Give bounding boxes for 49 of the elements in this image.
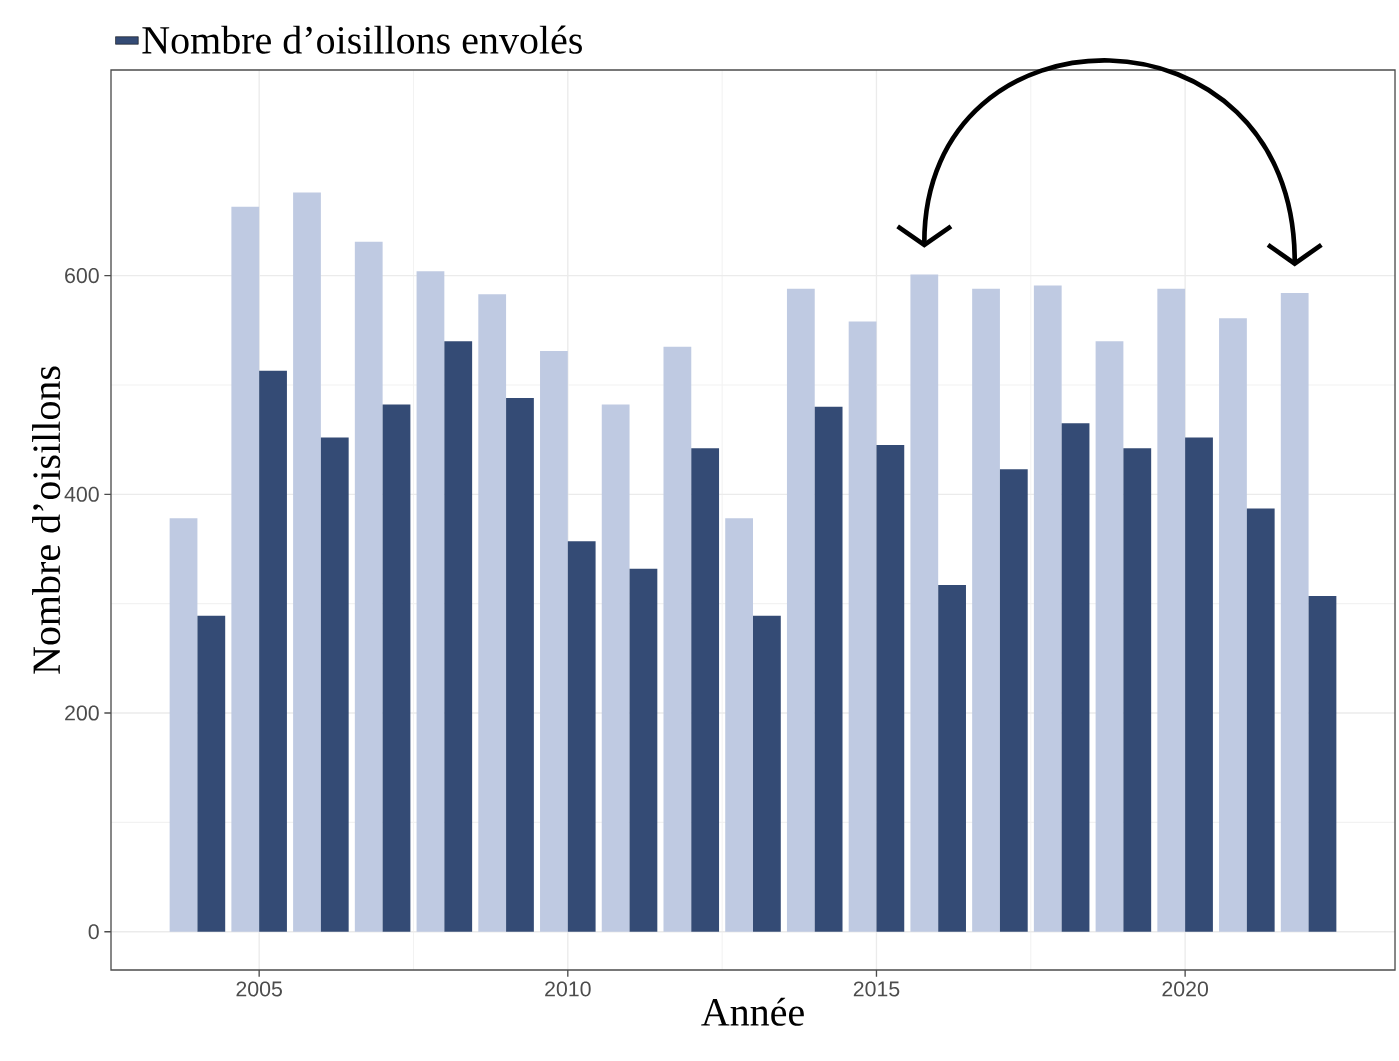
bar bbox=[506, 398, 534, 932]
bar bbox=[972, 288, 1000, 932]
bar bbox=[231, 206, 260, 932]
bar bbox=[567, 541, 596, 932]
bar bbox=[444, 341, 473, 932]
x-tick-label: 2015 bbox=[853, 981, 900, 997]
y-tick-label: 400 bbox=[64, 486, 99, 502]
bar bbox=[786, 288, 815, 932]
bar bbox=[1157, 288, 1186, 932]
y-tick-label: 600 bbox=[65, 268, 99, 284]
bar bbox=[354, 241, 383, 932]
x-tick-label: 2005 bbox=[236, 981, 282, 997]
bar bbox=[876, 445, 905, 932]
bar bbox=[938, 585, 966, 932]
bar bbox=[1280, 293, 1309, 932]
bar bbox=[629, 568, 658, 932]
bar bbox=[197, 615, 226, 932]
bar bbox=[663, 346, 692, 932]
y-axis-title: Nombre d’oisillons bbox=[32, 366, 61, 674]
bar bbox=[169, 518, 198, 932]
bar bbox=[259, 370, 287, 932]
bar bbox=[1095, 341, 1124, 932]
bar bbox=[1308, 596, 1337, 932]
bar bbox=[691, 448, 720, 932]
x-tick-label: 2010 bbox=[545, 981, 591, 997]
bar bbox=[725, 518, 754, 932]
bar bbox=[1061, 423, 1090, 932]
bar bbox=[382, 404, 411, 932]
bar bbox=[320, 437, 349, 932]
bar bbox=[999, 469, 1028, 932]
bar bbox=[1185, 437, 1213, 932]
bar bbox=[910, 274, 939, 932]
x-axis-title: Année bbox=[701, 997, 804, 1026]
bar bbox=[416, 271, 445, 932]
bar bbox=[814, 406, 843, 932]
legend-label: Nombre d’oisillons envolés bbox=[142, 25, 582, 54]
bar bbox=[753, 615, 781, 932]
bar bbox=[1123, 448, 1152, 932]
bar bbox=[1246, 508, 1275, 932]
bar bbox=[601, 404, 630, 932]
bar bbox=[540, 351, 568, 932]
y-tick-label: 200 bbox=[65, 705, 99, 721]
bar bbox=[478, 294, 507, 932]
x-tick-label: 2020 bbox=[1162, 981, 1208, 997]
bar bbox=[1033, 285, 1062, 932]
bar bbox=[293, 192, 321, 932]
bar bbox=[848, 321, 877, 932]
bar bbox=[1219, 318, 1247, 932]
y-tick-label: 0 bbox=[88, 924, 99, 940]
